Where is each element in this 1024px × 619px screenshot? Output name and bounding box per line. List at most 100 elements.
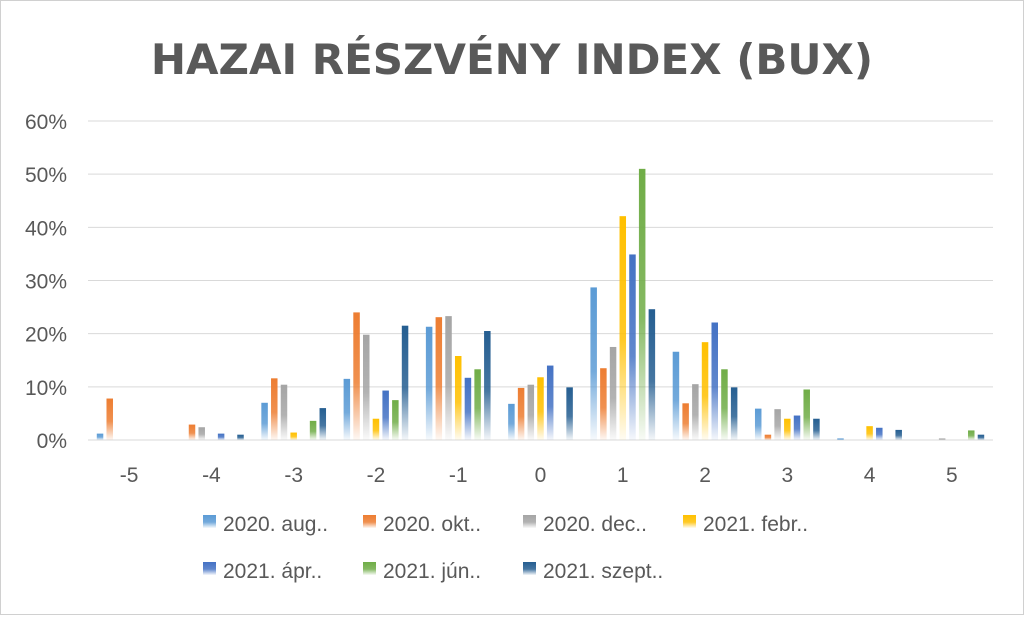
legend-label: 2021. jún.. [383, 560, 481, 583]
bar [638, 168, 646, 440]
bar [343, 378, 351, 440]
legend-swatch [363, 515, 376, 528]
x-tick-label: -3 [284, 464, 303, 487]
bar [198, 427, 205, 440]
bar [938, 438, 946, 440]
bar [590, 287, 597, 440]
legend-label: 2021. ápr.. [223, 560, 322, 583]
bar [372, 418, 380, 440]
bar [866, 426, 873, 440]
bar [764, 434, 772, 440]
y-tick-label: 20% [25, 324, 67, 347]
bar [600, 368, 607, 440]
gridlines [88, 120, 993, 441]
bar [474, 369, 481, 440]
bar [484, 331, 491, 440]
bar [271, 378, 278, 440]
y-axis-tick-labels: 0% 10% 20% 30% 40% 50% 60% [25, 111, 67, 453]
x-tick-label: 4 [864, 464, 876, 487]
x-tick-label: 3 [781, 464, 793, 487]
bar [392, 400, 399, 440]
bar [837, 438, 844, 440]
legend-label: 2021. szept.. [543, 560, 663, 583]
y-tick-label: 30% [25, 271, 67, 294]
bar [517, 387, 525, 440]
bar [754, 408, 762, 440]
legend-label: 2020. dec.. [543, 513, 647, 536]
bar [445, 316, 452, 440]
x-tick-label: -4 [202, 464, 221, 487]
bar [648, 309, 656, 440]
bar [672, 351, 680, 440]
bar [977, 434, 985, 440]
bar [401, 325, 409, 440]
bar [609, 346, 617, 440]
x-tick-label: 0 [535, 464, 547, 487]
x-tick-label: -2 [367, 464, 386, 487]
legend-label: 2020. aug.. [223, 513, 328, 536]
bars [96, 168, 985, 440]
legend-swatch [523, 515, 536, 528]
chart-title: HAZAI RÉSZVÉNY INDEX (BUX) [151, 34, 873, 84]
bar [566, 387, 573, 440]
bar [619, 216, 627, 440]
bar [106, 398, 113, 440]
bar [774, 409, 781, 440]
bar [464, 377, 472, 440]
x-axis-tick-labels: -5 -4 -3 -2 -1 0 1 2 3 4 5 [120, 464, 958, 487]
bar [309, 420, 317, 440]
bar [319, 408, 327, 440]
x-tick-label: 1 [617, 464, 629, 487]
bar [353, 312, 360, 440]
bar [290, 432, 297, 440]
bar [237, 434, 244, 440]
bar [784, 418, 791, 440]
bar [968, 430, 975, 440]
bar [280, 384, 288, 440]
bar [96, 433, 104, 440]
bar [527, 384, 535, 440]
y-tick-label: 60% [25, 111, 67, 134]
legend-label: 2021. febr.. [703, 513, 808, 536]
bar [711, 322, 718, 440]
bar [508, 403, 515, 440]
bar [425, 326, 433, 440]
bar [721, 369, 728, 440]
legend-swatch [363, 562, 376, 575]
bar [701, 342, 709, 440]
legend-label: 2020. okt.. [383, 513, 481, 536]
bar [629, 254, 636, 440]
bar [813, 418, 820, 440]
y-tick-label: 50% [25, 164, 67, 187]
bar [537, 377, 544, 440]
x-tick-label: -1 [449, 464, 468, 487]
bar [692, 384, 699, 440]
legend-swatch [203, 515, 216, 528]
x-tick-label: 5 [946, 464, 958, 487]
legend-swatch [203, 562, 216, 575]
bar [730, 387, 738, 440]
legend: 2020. aug.. 2020. okt.. 2020. dec.. 2021. f… [203, 513, 808, 583]
bar [546, 365, 554, 440]
bar [454, 355, 462, 440]
legend-swatch [523, 562, 536, 575]
y-tick-label: 40% [25, 217, 67, 240]
bar [363, 334, 370, 440]
bar [382, 390, 389, 440]
bar [435, 317, 443, 440]
x-tick-label: -5 [120, 464, 139, 487]
legend-swatch [683, 515, 696, 528]
bar [803, 389, 810, 440]
x-tick-label: 2 [699, 464, 711, 487]
bar [188, 424, 196, 440]
y-tick-label: 10% [25, 377, 67, 400]
bar [261, 402, 268, 440]
bar [217, 433, 225, 440]
bar [682, 403, 689, 440]
bar [793, 415, 801, 440]
y-tick-label: 0% [37, 430, 67, 453]
bar [876, 427, 883, 440]
bar [895, 429, 902, 440]
